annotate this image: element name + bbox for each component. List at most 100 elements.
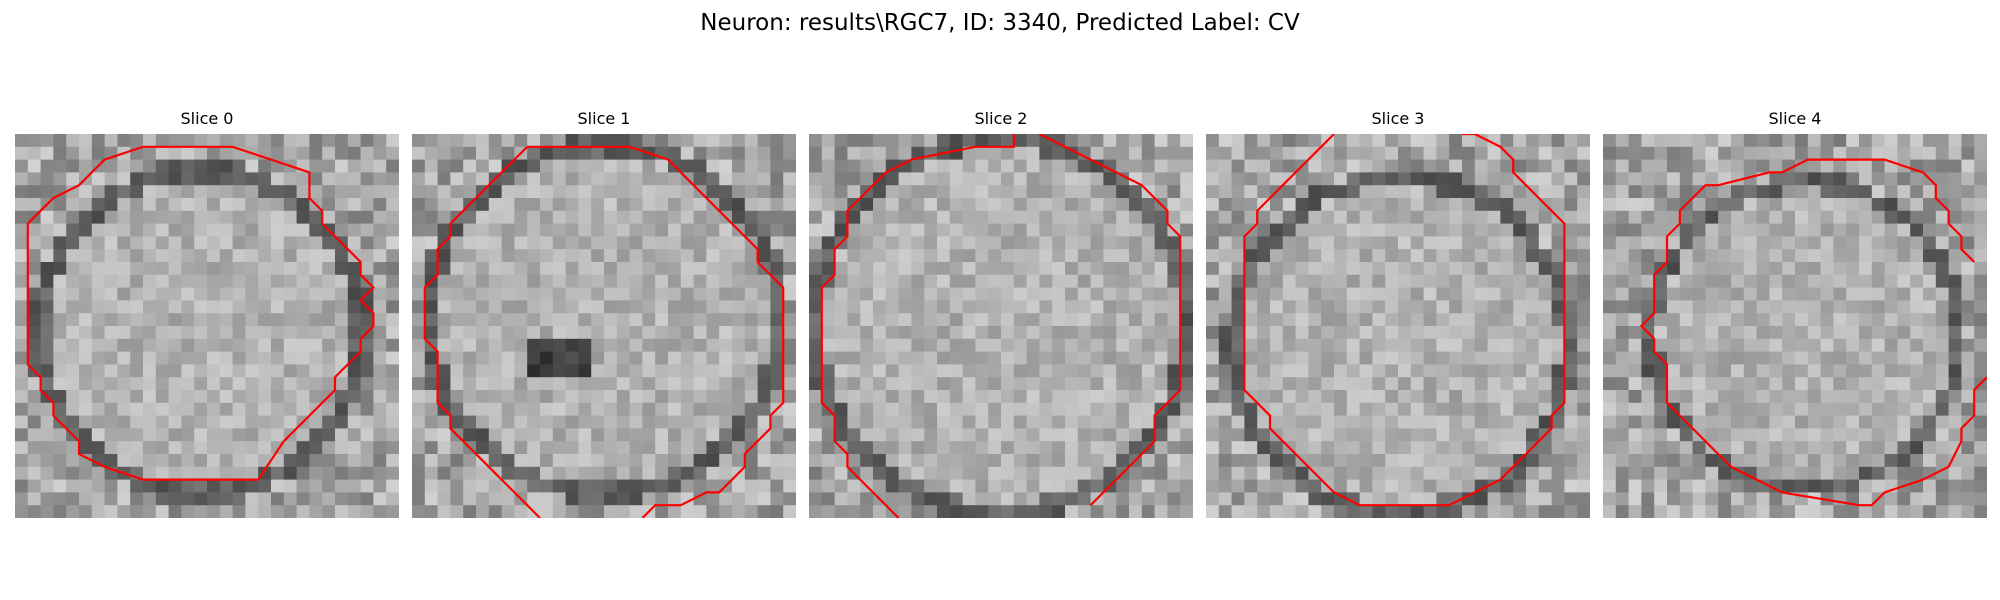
- pixel: [373, 146, 387, 160]
- pixel: [1013, 377, 1027, 391]
- pixel: [322, 134, 336, 148]
- pixel: [245, 274, 259, 288]
- pixel: [1065, 210, 1079, 224]
- pixel: [1910, 262, 1924, 276]
- pixel: [79, 326, 93, 340]
- pixel: [1346, 505, 1360, 518]
- pixel: [706, 185, 720, 199]
- pixel: [271, 492, 285, 506]
- pixel: [847, 454, 861, 468]
- pixel: [1654, 274, 1668, 288]
- pixel: [283, 134, 297, 148]
- pixel: [1577, 479, 1590, 493]
- pixel: [1487, 492, 1501, 506]
- pixel: [1603, 134, 1617, 148]
- pixel: [437, 185, 451, 199]
- pixel: [1551, 236, 1565, 250]
- pixel: [53, 249, 67, 263]
- pixel: [1974, 210, 1987, 224]
- pixel: [1974, 326, 1987, 340]
- pixel: [347, 236, 361, 250]
- pixel: [1551, 326, 1565, 340]
- pixel: [873, 364, 887, 378]
- pixel: [1449, 159, 1463, 173]
- pixel: [79, 338, 93, 352]
- pixel: [181, 466, 195, 480]
- pixel: [1052, 428, 1066, 442]
- pixel: [860, 415, 874, 429]
- pixel: [1039, 466, 1053, 480]
- pixel: [1948, 402, 1962, 416]
- pixel: [232, 338, 246, 352]
- pixel: [1090, 134, 1104, 148]
- pixel: [1526, 274, 1540, 288]
- pixel: [207, 287, 221, 301]
- pixel: [732, 198, 746, 212]
- pixel: [271, 364, 285, 378]
- pixel: [1807, 390, 1821, 404]
- pixel: [1718, 210, 1732, 224]
- pixel: [1218, 198, 1232, 212]
- pixel: [1231, 479, 1245, 493]
- pixel: [1705, 415, 1719, 429]
- pixel: [476, 210, 490, 224]
- pixel: [476, 466, 490, 480]
- pixel: [1052, 338, 1066, 352]
- pixel: [1436, 505, 1450, 518]
- pixel: [1206, 185, 1220, 199]
- pixel: [1615, 338, 1629, 352]
- pixel: [744, 172, 758, 186]
- pixel: [347, 326, 361, 340]
- pixel: [988, 274, 1002, 288]
- pixel: [1065, 454, 1079, 468]
- pixel: [860, 505, 874, 518]
- pixel: [1526, 492, 1540, 506]
- pixel: [616, 364, 630, 378]
- pixel: [1385, 492, 1399, 506]
- pixel: [898, 146, 912, 160]
- pixel: [1679, 159, 1693, 173]
- pixel: [1859, 223, 1873, 237]
- pixel: [744, 185, 758, 199]
- pixel: [1731, 287, 1745, 301]
- pixel: [1013, 146, 1027, 160]
- pixel: [911, 415, 925, 429]
- pixel: [1692, 274, 1706, 288]
- pixel: [1500, 172, 1514, 186]
- pixel: [1398, 262, 1412, 276]
- pixel: [15, 146, 29, 160]
- pixel: [1372, 390, 1386, 404]
- pixel: [322, 479, 336, 493]
- pixel: [1897, 185, 1911, 199]
- pixel: [578, 210, 592, 224]
- pixel: [1231, 428, 1245, 442]
- pixel: [719, 134, 733, 148]
- pixel: [949, 262, 963, 276]
- pixel: [104, 172, 118, 186]
- pixel: [937, 377, 951, 391]
- pixel: [591, 454, 605, 468]
- pixel: [552, 249, 566, 263]
- pixel: [437, 198, 451, 212]
- pixel: [1321, 454, 1335, 468]
- pixel: [104, 223, 118, 237]
- pixel: [412, 185, 426, 199]
- pixel: [744, 466, 758, 480]
- pixel: [219, 338, 233, 352]
- pixel: [616, 262, 630, 276]
- pixel: [104, 415, 118, 429]
- pixel: [130, 223, 144, 237]
- pixel: [937, 236, 951, 250]
- pixel: [629, 479, 643, 493]
- pixel: [386, 338, 399, 352]
- pixel: [258, 415, 272, 429]
- pixel: [540, 454, 554, 468]
- pixel: [1833, 415, 1847, 429]
- pixel: [1679, 185, 1693, 199]
- pixel: [1218, 466, 1232, 480]
- pixel: [1935, 326, 1949, 340]
- pixel: [1615, 441, 1629, 455]
- pixel: [1244, 402, 1258, 416]
- pixel: [1474, 326, 1488, 340]
- pixel: [1282, 249, 1296, 263]
